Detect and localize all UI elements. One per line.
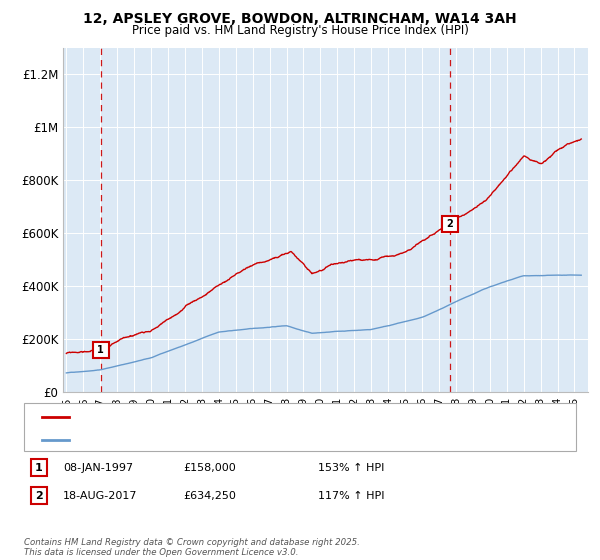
Text: £158,000: £158,000 [183,463,236,473]
Text: 12, APSLEY GROVE, BOWDON, ALTRINCHAM, WA14 3AH: 12, APSLEY GROVE, BOWDON, ALTRINCHAM, WA… [83,12,517,26]
Text: 2: 2 [446,219,453,229]
Text: Price paid vs. HM Land Registry's House Price Index (HPI): Price paid vs. HM Land Registry's House … [131,24,469,36]
Text: 117% ↑ HPI: 117% ↑ HPI [318,491,385,501]
Text: HPI: Average price, semi-detached house, Trafford: HPI: Average price, semi-detached house,… [72,435,322,445]
Text: 12, APSLEY GROVE, BOWDON, ALTRINCHAM, WA14 3AH (semi-detached house): 12, APSLEY GROVE, BOWDON, ALTRINCHAM, WA… [72,412,468,422]
Text: 153% ↑ HPI: 153% ↑ HPI [318,463,385,473]
Text: £634,250: £634,250 [183,491,236,501]
Text: 2: 2 [35,491,43,501]
Text: 1: 1 [97,345,104,355]
Text: 18-AUG-2017: 18-AUG-2017 [63,491,137,501]
Text: Contains HM Land Registry data © Crown copyright and database right 2025.
This d: Contains HM Land Registry data © Crown c… [24,538,360,557]
Text: 1: 1 [35,463,43,473]
Text: 08-JAN-1997: 08-JAN-1997 [63,463,133,473]
